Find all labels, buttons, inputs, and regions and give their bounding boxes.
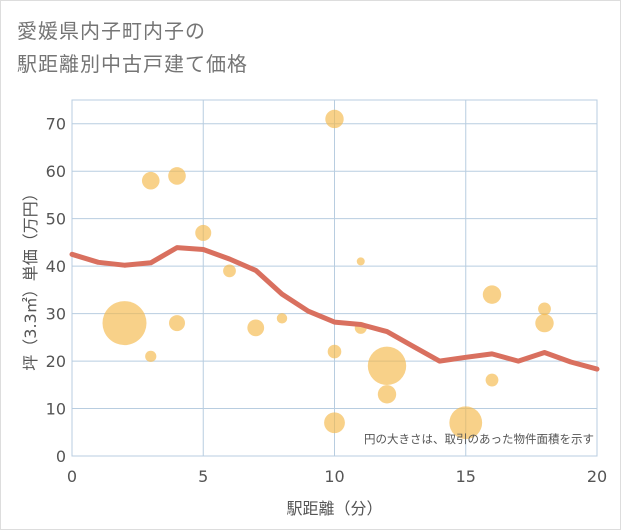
x-tick-label: 15 <box>456 467 476 486</box>
x-tick-label: 10 <box>324 467 344 486</box>
y-tick-label: 0 <box>56 447 66 466</box>
x-axis-label: 駅距離（分） <box>286 499 382 518</box>
grid-lines <box>71 100 598 457</box>
y-tick-label: 50 <box>46 210 66 229</box>
data-bubble <box>449 406 483 440</box>
data-bubble <box>535 313 554 333</box>
data-bubble <box>325 109 344 129</box>
chart-title-line-1: 愛媛県内子町内子の <box>17 19 206 43</box>
y-tick-label: 40 <box>46 257 66 276</box>
data-bubble <box>169 315 185 332</box>
tick-labels: 0 5 10 15 20 0 10 20 30 40 50 60 70 <box>46 115 608 486</box>
data-bubble <box>324 412 345 434</box>
bubble-layer <box>102 109 554 440</box>
data-bubble <box>377 385 397 404</box>
data-bubble <box>327 344 342 359</box>
bubble-size-note: 円の大きさは、取引のあった物件面積を示す <box>364 432 594 446</box>
data-bubble <box>485 373 499 387</box>
y-axis-label: 坪（3.3㎡）単価（万円） <box>21 185 40 370</box>
x-tick-label: 0 <box>67 467 77 486</box>
data-bubble <box>367 346 407 386</box>
y-tick-label: 60 <box>46 162 66 181</box>
data-bubble <box>247 319 265 337</box>
chart-title-line-2: 駅距離別中古戸建て価格 <box>17 52 248 76</box>
data-bubble <box>538 302 551 316</box>
x-tick-label: 20 <box>587 467 607 486</box>
trend-line <box>69 245 600 372</box>
x-tick-label: 5 <box>198 467 208 486</box>
y-tick-label: 70 <box>46 115 66 134</box>
data-bubble <box>223 264 236 278</box>
y-tick-label: 20 <box>46 352 66 371</box>
y-tick-label: 10 <box>46 400 66 419</box>
chart-title: 愛媛県内子町内子の 駅距離別中古戸建て価格 <box>17 15 248 81</box>
y-tick-label: 30 <box>46 305 66 324</box>
data-bubble <box>195 224 212 241</box>
data-bubble <box>482 285 502 304</box>
data-bubble <box>102 301 147 346</box>
trend-line-layer <box>69 245 600 372</box>
data-bubble <box>141 171 160 190</box>
data-bubble <box>276 313 288 324</box>
data-bubble <box>168 167 186 185</box>
data-bubble <box>356 257 365 266</box>
data-bubble <box>145 350 157 362</box>
